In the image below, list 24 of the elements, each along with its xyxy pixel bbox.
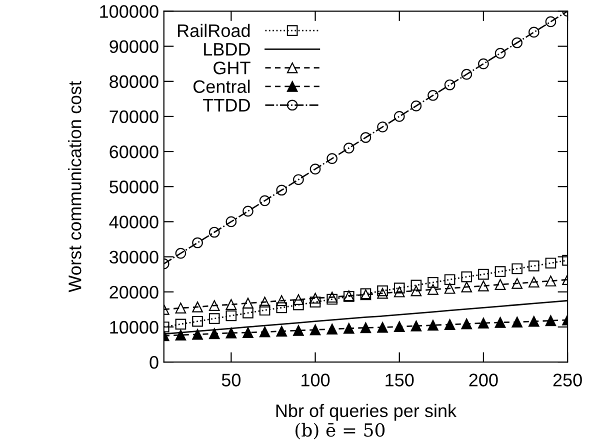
text: (b) ē = 50 [296, 422, 385, 440]
legend-label: RailRoad [178, 24, 250, 38]
y-tick-label: 50000 [110, 180, 158, 194]
x-tick-label: 200 [469, 374, 498, 386]
y-tick-label: 90000 [110, 40, 158, 53]
y-tick-label: 60000 [110, 145, 158, 158]
y-axis-title: Worst communication cost [68, 81, 82, 292]
x-tick-label: 150 [386, 374, 414, 386]
y-tick-label: 20000 [110, 286, 158, 299]
y-tick-label: 10000 [110, 320, 158, 334]
legend-label: Central [194, 80, 250, 93]
x-axis-title: Nbr of queries per sink [276, 404, 457, 421]
legend-label: LBDD [204, 43, 250, 56]
x-tick-label: 250 [553, 374, 582, 386]
y-tick-label: 70000 [110, 110, 158, 124]
y-tick-label: 0 [150, 356, 158, 369]
y-tick-label: 100000 [100, 5, 158, 18]
y-tick-label: 30000 [110, 250, 158, 264]
legend-label: GHT [214, 62, 250, 74]
x-tick-label: 100 [302, 374, 330, 386]
legend-label: TTDD [203, 99, 250, 112]
y-tick-label: 80000 [110, 75, 158, 88]
y-tick-label: 40000 [109, 216, 158, 228]
x-tick-label: 50 [222, 374, 240, 386]
